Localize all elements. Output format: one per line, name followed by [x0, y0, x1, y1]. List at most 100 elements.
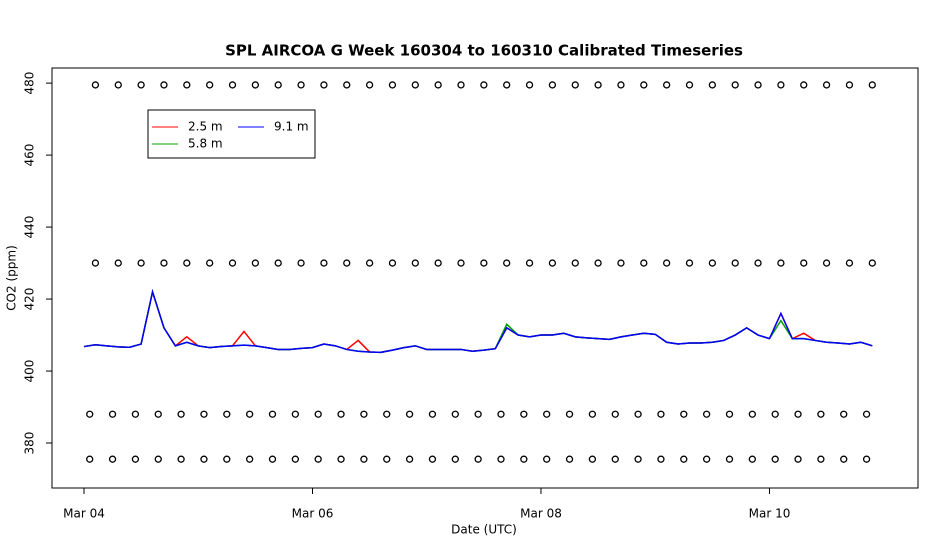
calibration-point: [245, 410, 254, 418]
calibration-point: [771, 455, 779, 463]
calibration-point: [520, 410, 528, 418]
calibration-point: [154, 410, 162, 418]
calibration-point: [251, 259, 260, 267]
calibration-point: [680, 455, 688, 463]
y-tick-label: 460: [22, 144, 36, 167]
calibration-point: [137, 259, 145, 267]
calibration-point: [206, 259, 214, 267]
calibration-point: [702, 455, 711, 463]
calibration-point: [503, 81, 511, 89]
legend-label: 9.1 m: [274, 120, 309, 134]
calibration-point: [108, 410, 117, 418]
calibration-point: [228, 259, 237, 267]
calibration-point: [228, 81, 237, 89]
calibration-point: [405, 410, 414, 418]
calibration-point: [177, 455, 185, 463]
calibration-point: [480, 259, 488, 267]
calibration-point: [428, 410, 437, 418]
calibration-point: [183, 259, 191, 267]
calibration-point: [731, 81, 739, 89]
calibration-point: [548, 259, 557, 267]
calibration-point: [663, 259, 671, 267]
calibration-point: [725, 410, 734, 418]
calibration-point: [474, 410, 482, 418]
calibration-point: [108, 455, 117, 463]
calibration-point: [611, 410, 619, 418]
y-tick-label: 400: [23, 360, 37, 383]
calibration-point: [565, 455, 574, 463]
calibration-point: [206, 81, 214, 89]
calibration-point: [817, 455, 825, 463]
legend-label: 2.5 m: [188, 120, 223, 134]
calibration-point: [663, 81, 671, 89]
calibration-point: [297, 259, 305, 267]
calibration-point: [594, 81, 602, 89]
calibration-point: [800, 81, 808, 89]
calibration-point: [434, 81, 442, 89]
calibration-point: [131, 410, 140, 418]
calibration-point: [868, 81, 876, 89]
calibration-point: [822, 259, 831, 267]
calibration-point: [457, 81, 465, 89]
calibration-point: [131, 455, 140, 463]
y-tick-label: 440: [23, 216, 37, 239]
calibration-point: [617, 259, 625, 267]
calibration-point: [86, 455, 94, 463]
calibration-point: [640, 259, 648, 267]
calibration-point: [86, 410, 94, 418]
calibration-point: [634, 410, 642, 418]
calibration-point: [497, 410, 505, 418]
calibration-point: [428, 455, 437, 463]
x-tick-label: Mar 04: [63, 507, 105, 521]
calibration-point: [754, 259, 762, 267]
calibration-point: [725, 455, 734, 463]
calibration-point: [525, 81, 534, 89]
calibration-point: [183, 81, 191, 89]
calibration-point: [337, 410, 345, 418]
calibration-point: [343, 81, 351, 89]
calibration-point: [794, 455, 802, 463]
calibration-point: [137, 81, 145, 89]
calibration-point: [862, 455, 871, 463]
calibration-point: [497, 455, 505, 463]
calibration-point: [451, 410, 459, 418]
calibration-point: [251, 81, 260, 89]
calibration-point: [320, 259, 328, 267]
calibration-point: [845, 259, 854, 267]
calibration-point: [411, 259, 419, 267]
y-tick-label: 420: [23, 288, 37, 311]
calibration-point: [291, 455, 299, 463]
calibration-point: [657, 455, 665, 463]
calibration-point: [708, 81, 717, 89]
calibration-point: [223, 410, 231, 418]
calibration-point: [291, 410, 299, 418]
calibration-point: [245, 455, 254, 463]
calibration-point: [840, 410, 848, 418]
calibration-point: [634, 455, 642, 463]
legend-box: [147, 109, 316, 159]
calibration-point: [200, 410, 208, 418]
calibration-point: [114, 259, 122, 267]
x-axis-label: Date (UTC): [451, 523, 517, 537]
calibration-point: [840, 455, 848, 463]
x-tick-label: Mar 08: [520, 507, 562, 521]
calibration-point: [320, 81, 328, 89]
calibration-point: [223, 455, 231, 463]
calibration-point: [434, 259, 442, 267]
calibration-point: [383, 410, 391, 418]
calibration-point: [588, 455, 597, 463]
calibration-point: [365, 81, 374, 89]
legend-label: 5.8 m: [188, 137, 223, 151]
calibration-point: [702, 410, 711, 418]
calibration-point: [91, 259, 100, 267]
calibration-point: [160, 81, 168, 89]
calibration-point: [617, 81, 625, 89]
plot-frame: [51, 67, 919, 489]
calibration-point: [771, 410, 779, 418]
calibration-point: [588, 410, 597, 418]
calibration-point: [297, 81, 305, 89]
calibration-point: [571, 81, 579, 89]
calibration-point: [360, 455, 368, 463]
